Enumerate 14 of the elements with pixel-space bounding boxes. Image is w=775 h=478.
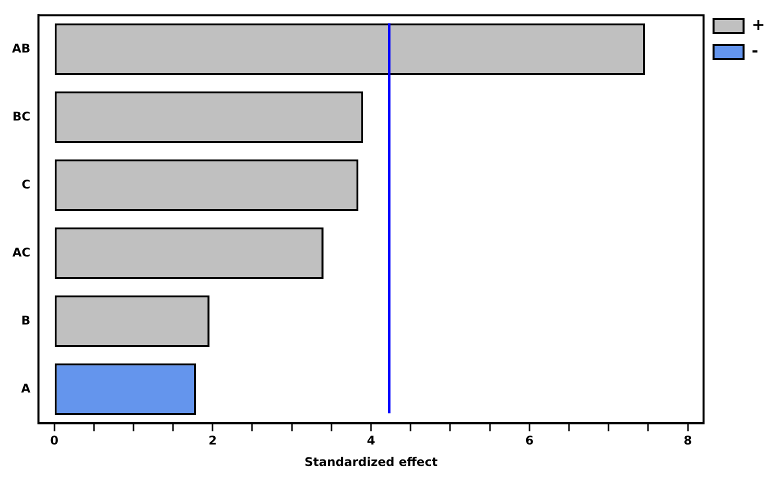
- x-axis-title: Standardized effect: [304, 454, 438, 469]
- y-tick-label: AC: [12, 245, 31, 260]
- y-tick-label: BC: [12, 109, 31, 124]
- x-tick-label: 8: [684, 434, 692, 448]
- x-tick-label: 0: [50, 434, 58, 448]
- y-tick-label: A: [21, 381, 32, 396]
- y-tick-label: B: [21, 313, 30, 328]
- legend-label: -: [752, 41, 758, 60]
- x-tick-label: 4: [366, 434, 376, 448]
- y-tick-label: AB: [12, 41, 30, 56]
- x-tick-label: 2: [208, 434, 217, 448]
- legend-label: +: [752, 15, 765, 34]
- y-tick-label: C: [22, 177, 31, 192]
- x-tick-label: 6: [525, 434, 534, 448]
